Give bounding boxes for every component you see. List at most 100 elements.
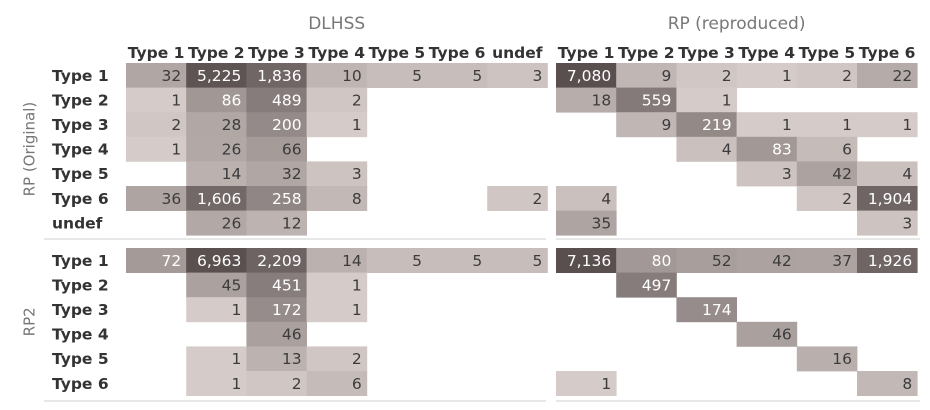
heatmap-cell <box>796 346 858 372</box>
heatmap-cell <box>616 63 677 88</box>
cell-value-label: 1 <box>902 116 912 134</box>
cell-value-label: 3 <box>533 67 543 85</box>
cell-value-label: 36 <box>161 190 181 208</box>
heatmap-cell <box>306 371 368 396</box>
cell-value-label: 4 <box>722 141 732 159</box>
row-header: undef <box>52 214 103 232</box>
cell-value-label: 4 <box>902 165 912 183</box>
cell-value-label: 489 <box>272 91 302 109</box>
row-header: Type 5 <box>52 165 109 183</box>
cell-value-label: 5,225 <box>197 67 241 85</box>
heatmap-cell <box>306 87 368 113</box>
cell-value-label: 14 <box>222 165 242 183</box>
heatmap-cell <box>366 63 428 88</box>
heatmap-cell <box>857 186 918 211</box>
column-header: Type 3 <box>678 44 735 62</box>
heatmap-cell <box>126 87 187 113</box>
heatmap-cell <box>246 248 307 273</box>
heatmap-cell <box>857 63 918 88</box>
cell-value-label: 6,963 <box>197 252 241 270</box>
heatmap-cell <box>246 136 307 162</box>
row-header: Type 3 <box>52 116 109 134</box>
heatmap-cell <box>616 248 677 273</box>
heatmap-cell <box>186 136 247 162</box>
cell-value-label: 1 <box>171 141 181 159</box>
heatmap-cell <box>736 136 798 162</box>
heatmap-cell <box>796 186 858 211</box>
heatmap-cell <box>556 87 617 113</box>
heatmap-cell <box>676 297 737 323</box>
heatmap-cell <box>616 112 677 138</box>
cell-value-label: 7,136 <box>567 252 611 270</box>
heatmap-cell <box>487 63 548 88</box>
cell-value-label: 1 <box>171 91 181 109</box>
heatmap-cell <box>126 136 187 162</box>
row-header: Type 5 <box>52 350 109 368</box>
heatmap-cell <box>857 161 918 187</box>
heatmap-cell <box>857 371 918 396</box>
heatmap-cell <box>306 297 368 323</box>
column-header: undef <box>492 44 543 62</box>
cell-value-label: 80 <box>652 252 672 270</box>
heatmap-cell <box>246 321 307 347</box>
row-header: Type 3 <box>52 301 109 319</box>
cell-value-label: 2 <box>722 67 732 85</box>
row-header: Type 1 <box>52 67 109 85</box>
heatmap-cell <box>126 186 187 211</box>
row-header: Type 4 <box>52 141 109 159</box>
cell-value-label: 2 <box>842 190 852 208</box>
column-header: Type 3 <box>248 44 305 62</box>
heatmap-cell <box>186 272 247 298</box>
cell-value-label: 3 <box>902 214 912 232</box>
cell-value-label: 5 <box>533 252 543 270</box>
cell-value-label: 3 <box>352 165 362 183</box>
heatmap-cell <box>796 136 858 162</box>
cell-value-label: 1 <box>352 116 362 134</box>
cell-value-label: 32 <box>282 165 302 183</box>
heatmap-cell <box>186 161 247 187</box>
cell-value-label: 2 <box>171 116 181 134</box>
cell-value-label: 46 <box>282 326 302 344</box>
column-header: Type 5 <box>799 44 856 62</box>
cell-value-label: 1 <box>782 67 792 85</box>
cell-value-label: 1,606 <box>197 190 241 208</box>
cell-value-label: 7,080 <box>567 67 611 85</box>
heatmap-cell <box>736 248 798 273</box>
heatmap-cell <box>246 63 307 88</box>
heatmap-cell <box>796 248 858 273</box>
heatmap-cell <box>186 297 247 323</box>
cell-value-label: 4 <box>601 190 611 208</box>
cell-value-label: 1 <box>782 116 792 134</box>
cell-value-label: 37 <box>832 252 852 270</box>
cell-value-label: 1 <box>842 116 852 134</box>
heatmap-cell <box>306 161 368 187</box>
cell-value-label: 66 <box>282 141 302 159</box>
heatmap-cell <box>556 186 617 211</box>
cell-value-label: 1 <box>232 301 242 319</box>
cell-value-label: 9 <box>662 67 672 85</box>
heatmap-cell <box>246 112 307 138</box>
heatmap-cell <box>676 136 737 162</box>
heatmap-cell <box>556 63 617 88</box>
cell-value-label: 2 <box>352 91 362 109</box>
cell-value-label: 2,209 <box>257 252 301 270</box>
cell-value-label: 18 <box>591 91 611 109</box>
heatmap-cell <box>246 346 307 372</box>
heatmap-cell <box>306 63 368 88</box>
cell-value-label: 559 <box>642 91 672 109</box>
heatmap-cell <box>306 346 368 372</box>
cell-value-label: 72 <box>161 252 181 270</box>
heatmap-cell <box>676 63 737 88</box>
cell-value-label: 258 <box>272 190 302 208</box>
heatmap-cell <box>676 248 737 273</box>
cell-value-label: 35 <box>591 214 611 232</box>
heatmap-cell <box>126 248 187 273</box>
row-header: Type 4 <box>52 326 109 344</box>
cell-value-label: 1 <box>352 301 362 319</box>
heatmap-cell <box>616 87 677 113</box>
cell-value-label: 52 <box>712 252 732 270</box>
heatmap-cell <box>676 87 737 113</box>
heatmap-cell <box>186 371 247 396</box>
cell-value-label: 1 <box>601 375 611 393</box>
